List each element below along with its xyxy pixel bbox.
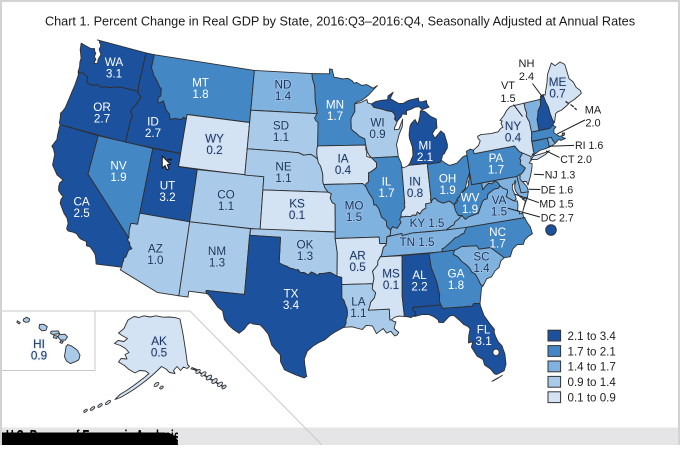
svg-text:0.1 to 0.9: 0.1 to 0.9 [568, 392, 616, 405]
svg-text:0.1: 0.1 [383, 279, 399, 292]
svg-text:DE 1.6: DE 1.6 [541, 184, 573, 196]
svg-text:1.8: 1.8 [448, 279, 464, 292]
svg-text:1.5: 1.5 [500, 93, 515, 105]
svg-text:NH: NH [519, 58, 535, 70]
svg-text:0.8: 0.8 [407, 187, 423, 200]
svg-text:2.2: 2.2 [411, 280, 427, 293]
svg-text:MA: MA [585, 104, 602, 116]
svg-text:TN 1.5: TN 1.5 [399, 236, 435, 249]
svg-text:1.1: 1.1 [275, 172, 291, 185]
svg-text:2.4: 2.4 [519, 71, 534, 83]
svg-text:RI 1.6: RI 1.6 [575, 140, 603, 152]
svg-text:0.2: 0.2 [206, 144, 222, 157]
svg-text:3.2: 3.2 [159, 191, 175, 204]
svg-text:2.1: 2.1 [417, 151, 433, 164]
svg-text:Chart 1. Percent Change in Rea: Chart 1. Percent Change in Real GDP by S… [45, 15, 635, 29]
svg-text:1.7: 1.7 [489, 237, 505, 250]
svg-text:1.4: 1.4 [275, 90, 292, 103]
svg-text:2.1 to 3.4: 2.1 to 3.4 [568, 330, 617, 343]
svg-text:0.4: 0.4 [335, 164, 352, 177]
svg-text:0.9 to 1.4: 0.9 to 1.4 [568, 376, 617, 389]
svg-text:1.1: 1.1 [350, 307, 366, 320]
svg-text:1.9: 1.9 [462, 203, 478, 216]
svg-text:1.7: 1.7 [488, 163, 504, 176]
svg-text:0.5: 0.5 [349, 261, 366, 274]
svg-text:3.4: 3.4 [283, 299, 300, 312]
svg-text:2.7: 2.7 [145, 127, 161, 140]
svg-text:U.S. Bureau of Economic Analys: U.S. Bureau of Economic Analysis [6, 426, 180, 445]
svg-text:1.9: 1.9 [110, 171, 126, 184]
svg-text:1.3: 1.3 [297, 250, 313, 263]
svg-text:1.9: 1.9 [439, 184, 455, 197]
svg-text:0.9: 0.9 [369, 128, 385, 141]
svg-text:NJ 1.3: NJ 1.3 [545, 170, 576, 182]
svg-text:1.4: 1.4 [473, 262, 490, 275]
svg-text:VT: VT [501, 80, 515, 92]
svg-text:0.4: 0.4 [505, 131, 522, 144]
svg-text:1.7: 1.7 [327, 110, 343, 123]
svg-text:1.8: 1.8 [192, 88, 208, 101]
svg-text:3.1: 3.1 [475, 335, 491, 348]
svg-text:MD 1.5: MD 1.5 [539, 199, 573, 211]
svg-text:0.1: 0.1 [289, 209, 305, 222]
svg-text:1.3: 1.3 [209, 256, 225, 269]
svg-text:0.9: 0.9 [31, 349, 47, 362]
svg-text:CT 2.0: CT 2.0 [560, 154, 592, 166]
svg-text:DC 2.7: DC 2.7 [541, 213, 574, 225]
svg-text:KY 1.5: KY 1.5 [410, 217, 445, 230]
svg-text:1.0: 1.0 [147, 254, 164, 267]
svg-text:1.7: 1.7 [378, 187, 394, 200]
svg-text:3.1: 3.1 [106, 67, 122, 80]
svg-text:1.7 to 2.1: 1.7 to 2.1 [568, 345, 616, 358]
svg-text:0.7: 0.7 [549, 87, 565, 100]
svg-text:0.5: 0.5 [151, 346, 168, 359]
svg-text:2.5: 2.5 [73, 207, 90, 220]
svg-text:2.0: 2.0 [585, 117, 600, 129]
svg-text:1.5: 1.5 [346, 211, 363, 224]
svg-text:1.1: 1.1 [218, 200, 234, 213]
svg-text:1.5: 1.5 [491, 205, 508, 218]
svg-text:1.4 to 1.7: 1.4 to 1.7 [568, 361, 616, 374]
svg-text:2.7: 2.7 [94, 112, 110, 125]
svg-text:1.1: 1.1 [273, 131, 289, 144]
